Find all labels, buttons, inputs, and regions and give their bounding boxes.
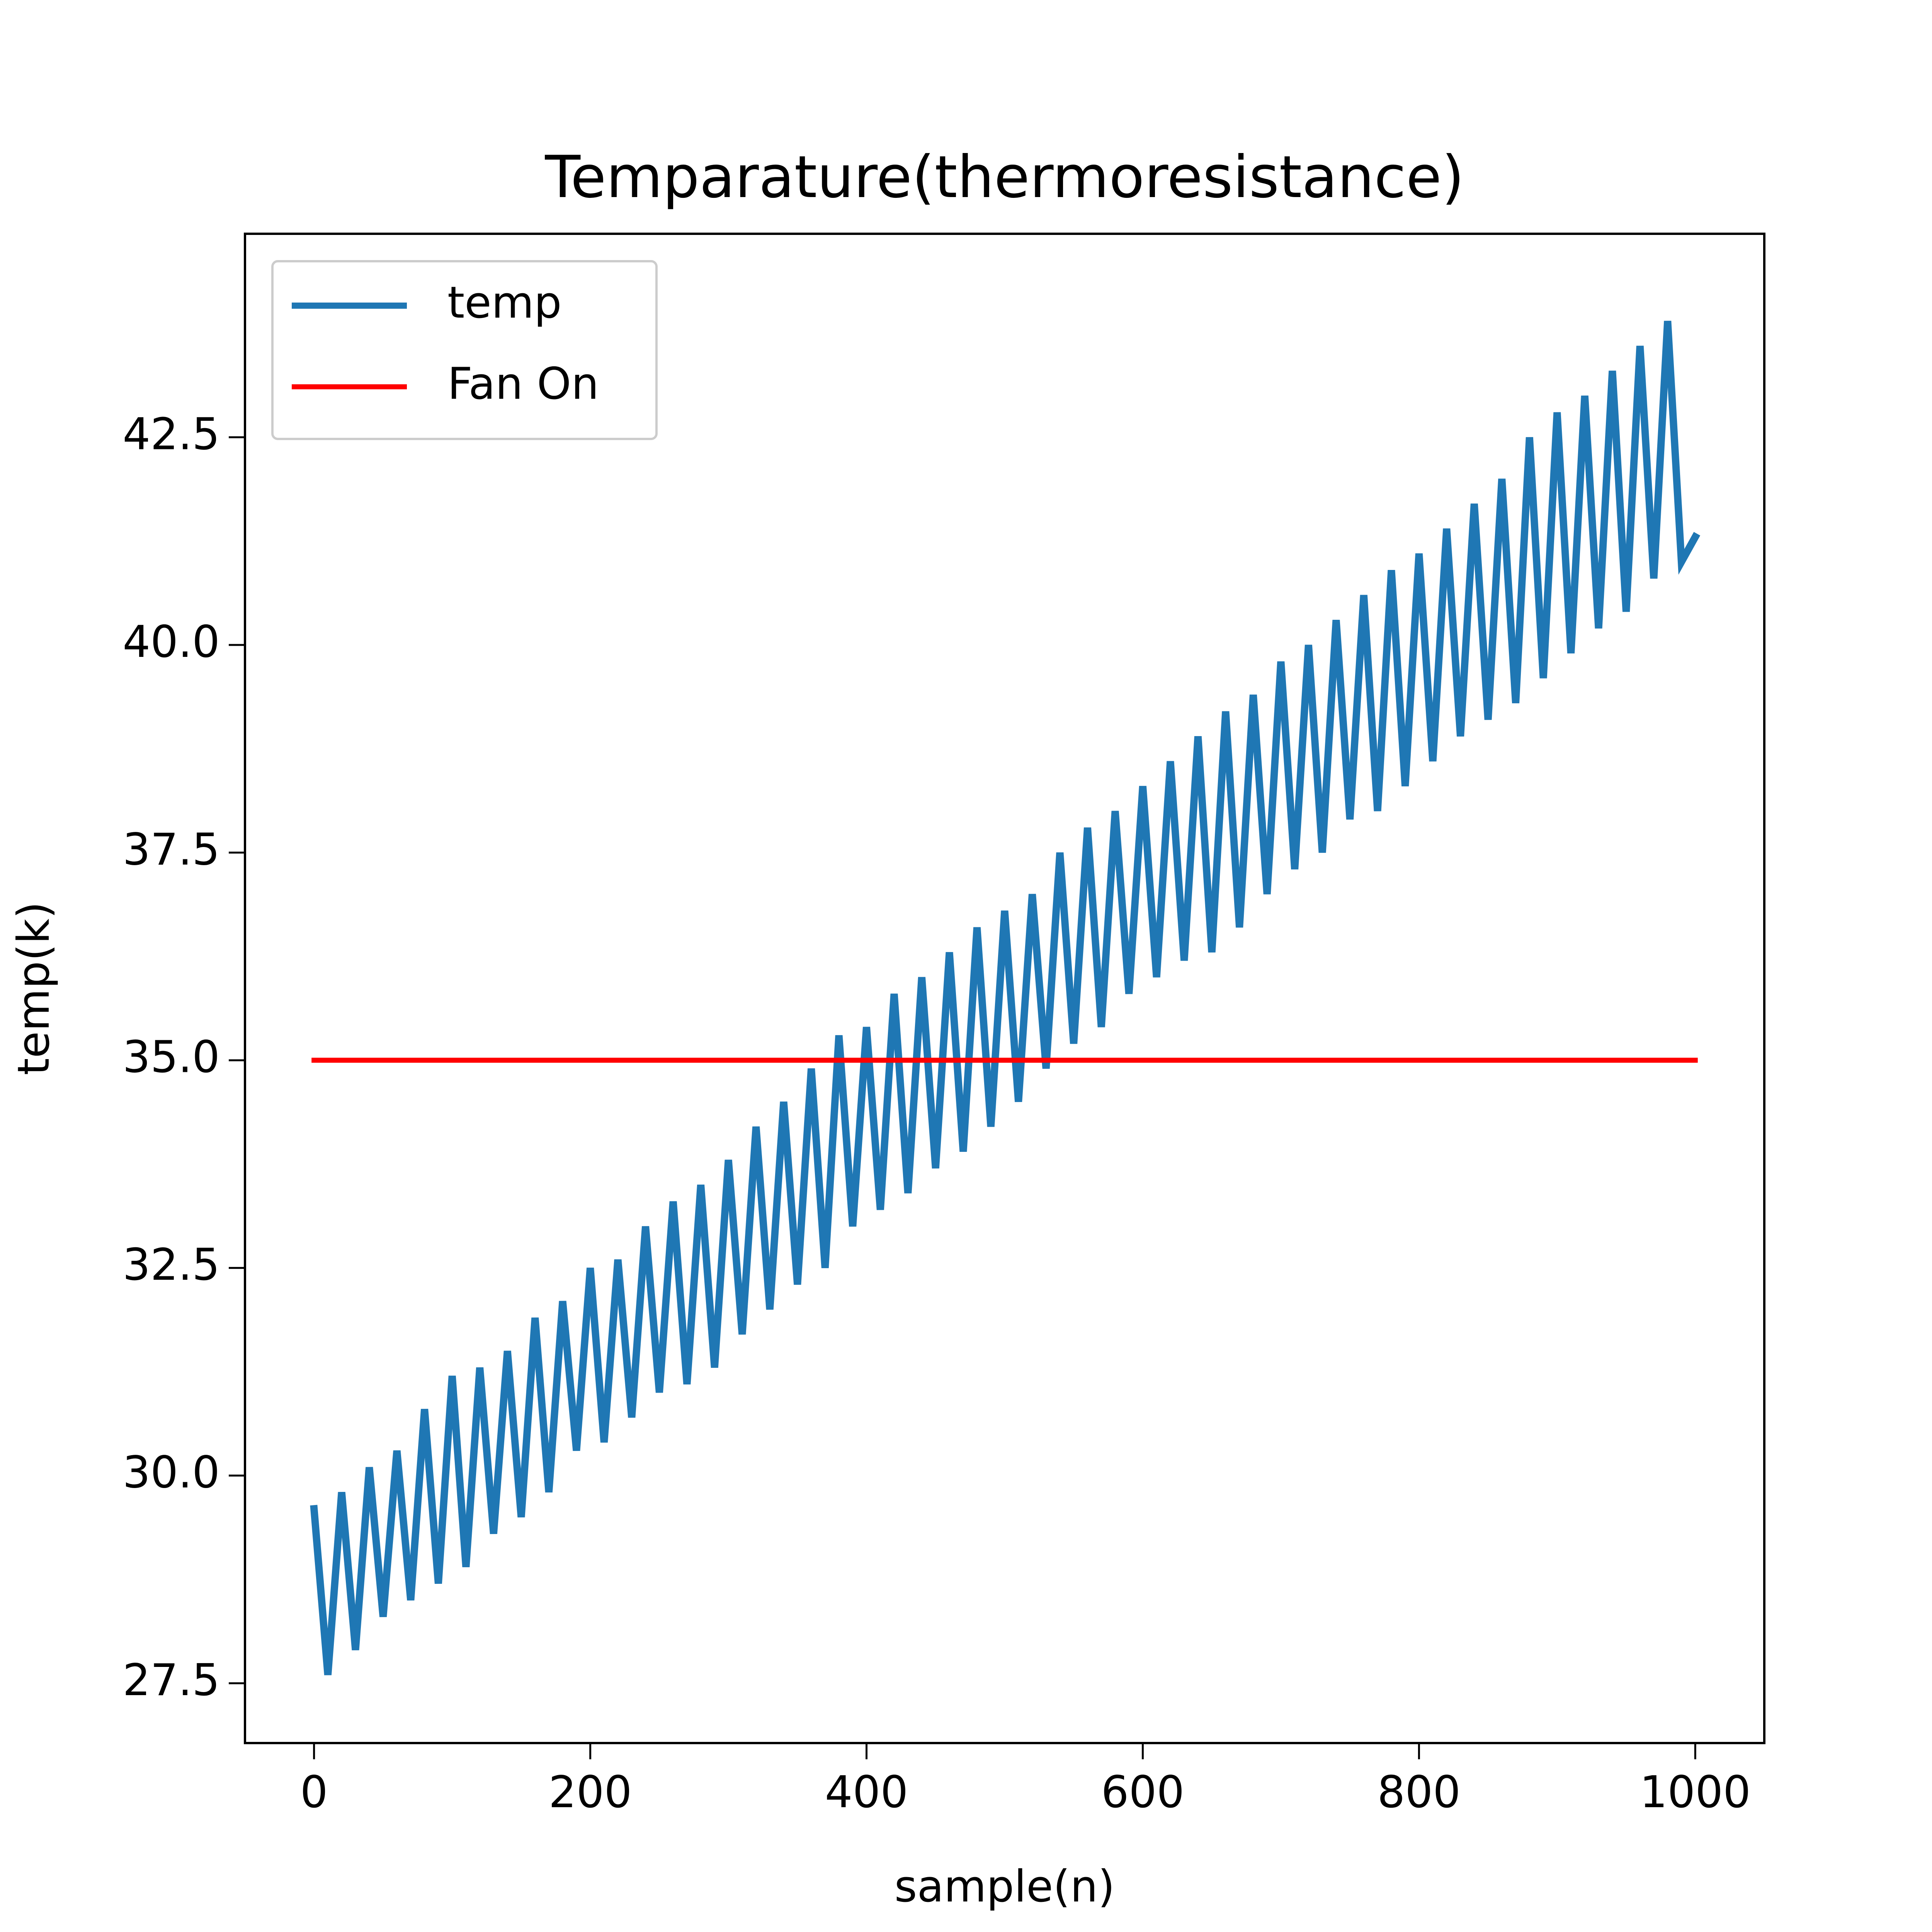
x-tick-label: 400 — [825, 1767, 908, 1818]
plot-frame — [244, 233, 1765, 1744]
y-tick-label: 27.5 — [122, 1655, 220, 1706]
x-tick-label: 1000 — [1639, 1767, 1751, 1818]
x-tick-label: 0 — [300, 1767, 328, 1818]
x-tick-label: 600 — [1101, 1767, 1185, 1818]
legend-label: temp — [447, 277, 562, 328]
y-tick-label: 30.0 — [122, 1447, 220, 1498]
x-tick-label: 800 — [1378, 1767, 1461, 1818]
y-axis-label: temp(k) — [8, 901, 59, 1075]
line-series — [310, 321, 1701, 1675]
x-tick-label: 200 — [549, 1767, 632, 1818]
y-tick-label: 35.0 — [122, 1032, 220, 1083]
y-tick-label: 40.0 — [122, 616, 220, 667]
legend-label: Fan On — [447, 358, 599, 409]
y-tick-label: 42.5 — [122, 408, 220, 459]
x-axis-label: sample(n) — [895, 1861, 1115, 1912]
chart-title: Temparature(thermoresistance) — [544, 144, 1464, 211]
y-tick-label: 37.5 — [122, 824, 220, 875]
y-tick-label: 32.5 — [122, 1239, 220, 1290]
